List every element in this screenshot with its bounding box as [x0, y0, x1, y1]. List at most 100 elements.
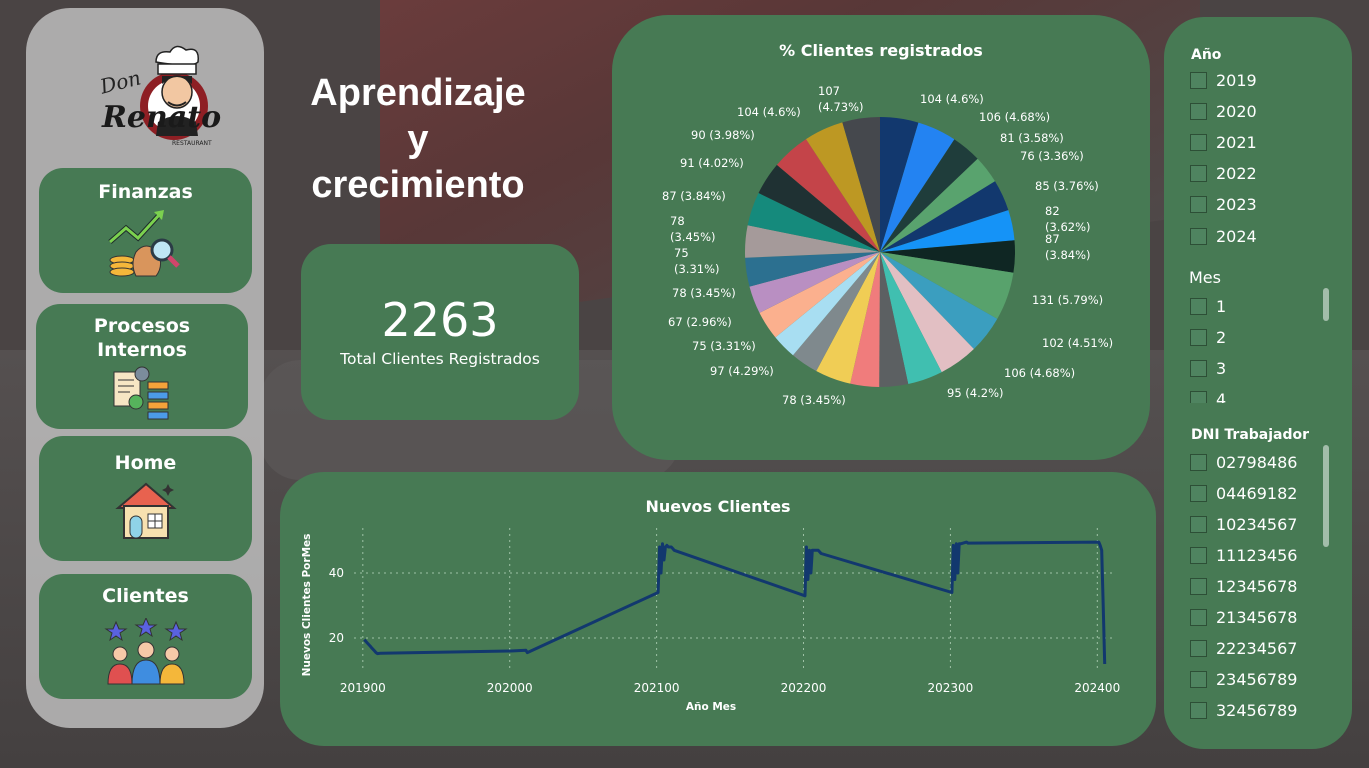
checkbox[interactable] [1190, 133, 1207, 151]
nav-clientes-button[interactable]: Clientes [39, 574, 252, 699]
checkbox[interactable] [1190, 546, 1207, 564]
pie-slice-label: 95 (4.2%) [947, 386, 1003, 400]
pie-slice[interactable] [880, 117, 919, 252]
filter-option-label: 2019 [1216, 70, 1257, 90]
logo-text-restaurant: RESTAURANT [172, 140, 212, 147]
x-tick-label: 202300 [928, 681, 974, 695]
filter-month-option[interactable]: 2 [1190, 326, 1226, 348]
pie-chart-card: % Clientes registrados 104 (4.6%) 106 (4.… [612, 15, 1150, 460]
filter-dni-option[interactable]: 11123456 [1190, 544, 1297, 566]
filter-year-option[interactable]: 2024 [1190, 225, 1257, 247]
filter-dni-option[interactable]: 02798486 [1190, 451, 1297, 473]
pie-slice[interactable] [850, 252, 880, 387]
nav-finanzas-button[interactable]: Finanzas [39, 168, 252, 293]
checkbox[interactable] [1190, 196, 1207, 214]
filter-option-label: 2021 [1216, 132, 1257, 152]
filter-dni-option[interactable]: 10234567 [1190, 513, 1297, 535]
checkbox[interactable] [1190, 102, 1207, 120]
x-tick-label: 201900 [340, 681, 386, 695]
filter-year-option[interactable]: 2022 [1190, 163, 1257, 185]
checkbox[interactable] [1190, 609, 1207, 626]
checkbox[interactable] [1190, 671, 1207, 689]
filter-option-label: 23456789 [1216, 670, 1298, 690]
y-axis-title: Nuevos Clientes PorMes [301, 534, 313, 677]
pie-slice[interactable] [880, 252, 942, 385]
filter-option-label: 4 [1216, 389, 1227, 404]
pie-slice[interactable] [744, 225, 880, 258]
pie-slice[interactable] [745, 252, 880, 287]
pie-slice[interactable] [806, 122, 880, 252]
pie-slice[interactable] [775, 252, 880, 356]
filter-option-label: 02798486 [1216, 452, 1298, 472]
nav-procesos-button[interactable]: Procesos Internos [36, 304, 248, 429]
pie-slice[interactable] [880, 181, 1009, 252]
pie-slice-label: 87 (3.84%) [1045, 232, 1091, 262]
pie-slice[interactable] [776, 139, 880, 252]
checkbox[interactable] [1190, 227, 1207, 245]
pie-slice-label: 82 (3.62%) [1045, 204, 1091, 234]
checkbox[interactable] [1190, 453, 1207, 471]
line-chart: 20 40 201900 202000 202100 202200 202300 202400… [301, 528, 1120, 713]
filter-option-label: 04469182 [1216, 483, 1298, 503]
checkbox[interactable] [1190, 165, 1207, 183]
checkbox[interactable] [1190, 577, 1207, 595]
x-tick-label: 202100 [634, 681, 680, 695]
pie-slice-label: 87 (3.84%) [662, 189, 726, 203]
checkbox[interactable] [1190, 702, 1207, 720]
checkbox[interactable] [1190, 515, 1207, 533]
filter-dni-option[interactable]: 22234567 [1190, 638, 1297, 660]
filter-month-option[interactable]: 4 [1190, 388, 1226, 403]
pie-slice[interactable] [880, 240, 1016, 273]
y-tick-label: 40 [329, 566, 344, 580]
checkbox[interactable] [1190, 359, 1207, 377]
filter-dni-option[interactable]: 23456789 [1190, 669, 1297, 691]
checkbox[interactable] [1190, 71, 1207, 89]
pie-slice[interactable] [880, 252, 998, 349]
pie-slice[interactable] [759, 252, 880, 338]
checkbox[interactable] [1190, 390, 1207, 403]
filter-year-title: Año [1191, 47, 1222, 63]
filter-dni-option[interactable]: 32456789 [1190, 700, 1297, 722]
kpi-card: 2263 Total Clientes Registrados [301, 244, 579, 420]
filter-option-label: 22234567 [1216, 639, 1298, 659]
filter-dni-option[interactable]: 04469182 [1190, 482, 1297, 504]
customers-stars-icon [103, 618, 188, 685]
filter-month-option[interactable]: 3 [1190, 357, 1226, 379]
pie-slice[interactable] [747, 193, 880, 252]
filter-dni-option[interactable]: 21345678 [1190, 607, 1297, 629]
pie-slice[interactable] [880, 210, 1015, 252]
filter-year-option[interactable]: 2019 [1190, 69, 1257, 91]
pie-slice[interactable] [842, 117, 880, 252]
pie-slice-label: 78 (3.45%) [782, 393, 846, 407]
filter-year-option[interactable]: 2021 [1190, 131, 1257, 153]
page-title: Aprendizaje y crecimiento [310, 72, 526, 206]
pie-slice[interactable] [816, 252, 880, 384]
pie-slice[interactable] [758, 164, 880, 252]
filter-month-option[interactable]: 1 [1190, 295, 1226, 317]
filter-option-label: 32456789 [1216, 701, 1298, 721]
checkbox[interactable] [1190, 484, 1207, 502]
filter-dni-option[interactable]: 12345678 [1190, 575, 1297, 597]
checkbox[interactable] [1190, 297, 1207, 315]
pie-slice[interactable] [880, 122, 955, 252]
x-tick-label: 202200 [781, 681, 827, 695]
pie-slice[interactable] [880, 252, 1014, 319]
pie-slice[interactable] [749, 252, 880, 313]
pie-slice[interactable] [879, 252, 909, 388]
filter-year-option[interactable]: 2020 [1190, 100, 1257, 122]
pie-slice[interactable] [880, 158, 995, 252]
pie-slice[interactable] [792, 252, 880, 371]
checkbox[interactable] [1190, 328, 1207, 346]
nav-home-button[interactable]: Home [39, 436, 252, 561]
pie-slice[interactable] [880, 139, 978, 252]
filter-option-label: 10234567 [1216, 514, 1298, 534]
finance-growth-icon [107, 210, 180, 277]
y-tick-label: 20 [329, 631, 344, 645]
month-scrollbar[interactable] [1323, 288, 1329, 321]
checkbox[interactable] [1190, 640, 1207, 658]
line-series[interactable] [363, 540, 1107, 665]
pie-slice[interactable] [880, 252, 974, 373]
pie-slice-label: 104 (4.6%) [920, 92, 984, 106]
dni-scrollbar[interactable] [1323, 445, 1329, 547]
filter-year-option[interactable]: 2023 [1190, 194, 1257, 216]
